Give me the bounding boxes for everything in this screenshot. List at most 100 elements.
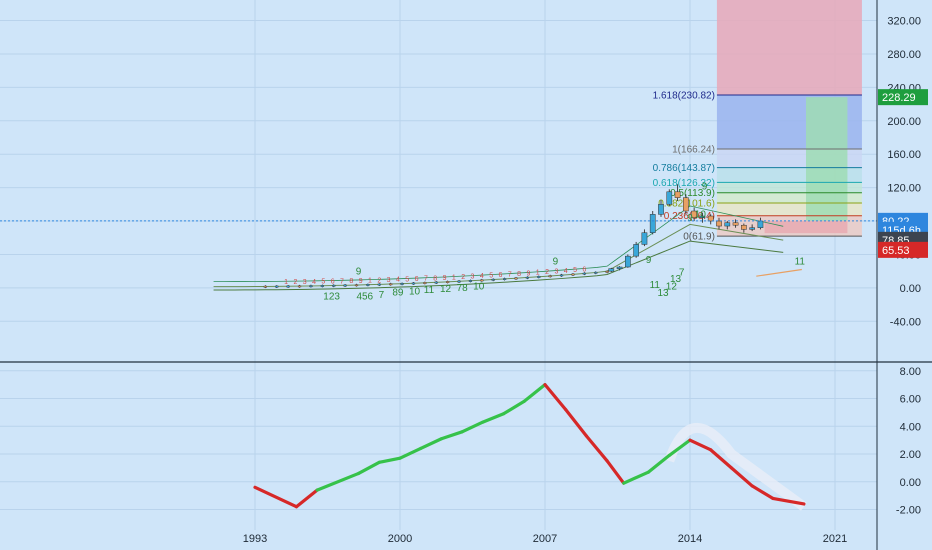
sequential-count-mini: 3 — [471, 274, 475, 281]
sequential-count-mini: 5 — [489, 273, 493, 280]
oscillator-segment — [750, 484, 775, 501]
sequential-count-label: 12 — [666, 282, 678, 293]
stop-zone — [764, 220, 848, 234]
candle-body — [286, 285, 290, 288]
candle-body — [411, 282, 416, 285]
candle-body — [608, 268, 615, 272]
candle-body — [757, 220, 764, 228]
oscillator-shadow — [664, 422, 807, 511]
oscillator-line — [253, 383, 807, 511]
candle-body — [332, 284, 336, 287]
oscillator-segment — [481, 412, 506, 424]
oscillator-segment — [439, 430, 464, 441]
candle-body — [674, 191, 681, 198]
sequential-count-label: 9 — [702, 181, 708, 192]
oscillator-segment — [501, 399, 526, 416]
sequential-count-label: 9 — [687, 213, 693, 224]
price-tick-label: 160.00 — [887, 149, 921, 161]
fib-band — [716, 192, 862, 203]
oscillator-segment — [709, 448, 734, 470]
sequential-count-mini: 1 — [368, 278, 372, 285]
sequential-count-label: 13 — [670, 274, 682, 285]
fib-level-label: 0.618(126.32) — [653, 178, 715, 189]
oscillator-segment — [398, 446, 423, 460]
sequential-count-mini: 7 — [424, 276, 428, 283]
price-tick-label: 200.00 — [887, 116, 921, 128]
sequential-count-label: 10 — [473, 282, 485, 293]
price-tick-label: 0.00 — [900, 283, 921, 295]
candle-body — [633, 244, 639, 257]
candle-body — [741, 224, 747, 230]
time-tick-label: 1993 — [243, 533, 267, 545]
sequential-count-mini: 4 — [564, 268, 568, 275]
oscillator-segment — [605, 459, 626, 485]
time-tick-label: 2021 — [823, 533, 847, 545]
oscillator-tick-label: 0.00 — [900, 477, 921, 489]
moving-average-2 — [213, 240, 784, 291]
sequential-count-label: 89 — [392, 287, 404, 298]
candle-body — [548, 275, 552, 278]
sequential-count-mini: 9 — [443, 275, 447, 282]
sequential-count-mini: 2 — [293, 279, 297, 286]
price-axis[interactable]: 320.00280.00240.00200.00160.00120.0080.0… — [887, 16, 921, 329]
candle-body — [724, 222, 731, 227]
oscillator-segment — [356, 460, 381, 476]
oscillator-segment — [622, 470, 651, 485]
sequential-count-label: 7 — [679, 267, 685, 278]
sequential-count-label: 12 — [440, 284, 452, 295]
fib-level-label: 1.618(230.82) — [653, 91, 715, 102]
candle-body — [366, 284, 370, 286]
candle-body — [446, 281, 450, 283]
candlestick-series — [263, 184, 764, 289]
sequential-count-label: 9 — [356, 267, 362, 278]
candle-body — [716, 220, 722, 227]
oscillator-segment — [584, 434, 609, 463]
time-tick-label: 2000 — [388, 533, 412, 545]
price-tick-label: -40.00 — [890, 316, 921, 328]
candle-body — [423, 282, 427, 284]
oscillator-segment — [646, 453, 671, 474]
candle-body — [377, 283, 381, 286]
sequential-count-label: 11 — [424, 285, 435, 296]
fib-level-label: 0.236(86.4) — [664, 211, 715, 222]
sequential-count-mini: 4 — [396, 277, 400, 284]
candle-body — [525, 276, 529, 279]
fib-extension-zone — [716, 0, 862, 96]
oscillator-segment — [460, 420, 485, 434]
candle-body — [571, 273, 575, 276]
fib-band — [716, 182, 862, 193]
oscillator-segment — [667, 438, 692, 458]
sequential-count-mini: 6 — [415, 276, 419, 283]
candle-body — [354, 284, 359, 287]
target-zone — [806, 97, 848, 221]
sequential-count-mini: 9 — [526, 270, 530, 277]
sequential-count-mini: 4 — [312, 279, 316, 286]
oscillator-segment — [729, 466, 754, 488]
candle-body — [434, 281, 438, 284]
candle-body — [699, 215, 706, 218]
price-tick-label: 120.00 — [887, 183, 921, 195]
candle-body — [594, 271, 598, 274]
candle-body — [683, 197, 689, 212]
candle-body — [537, 276, 541, 278]
oscillator-axis[interactable]: 8.00 6.00 4.00 2.00 0.00 -2.00 — [896, 366, 921, 517]
price-marker-label: 65.53 — [882, 245, 910, 257]
sequential-count-mini: 7 — [508, 271, 512, 278]
fib-level-label: 0(61.9) — [683, 232, 715, 243]
time-axis[interactable]: 199320002007201420212028203520422049 — [243, 533, 932, 545]
candle-body — [309, 285, 313, 288]
oscillator-tick-label: 6.00 — [900, 394, 921, 406]
candle-body — [605, 270, 609, 273]
sequential-count-mini: 6 — [331, 278, 335, 285]
price-marker-label: 228.29 — [882, 92, 916, 104]
sequential-count-mini: 8 — [433, 275, 437, 282]
candle-body — [297, 285, 302, 288]
fib-level-label: 0.5(113.9) — [670, 188, 715, 199]
sequential-count-mini: 1 — [536, 270, 540, 277]
price-tick-label: 320.00 — [887, 16, 921, 28]
sequential-count-label: 11 — [795, 256, 806, 267]
sequential-count-label: 78 — [457, 283, 469, 294]
candle-body — [666, 191, 673, 205]
